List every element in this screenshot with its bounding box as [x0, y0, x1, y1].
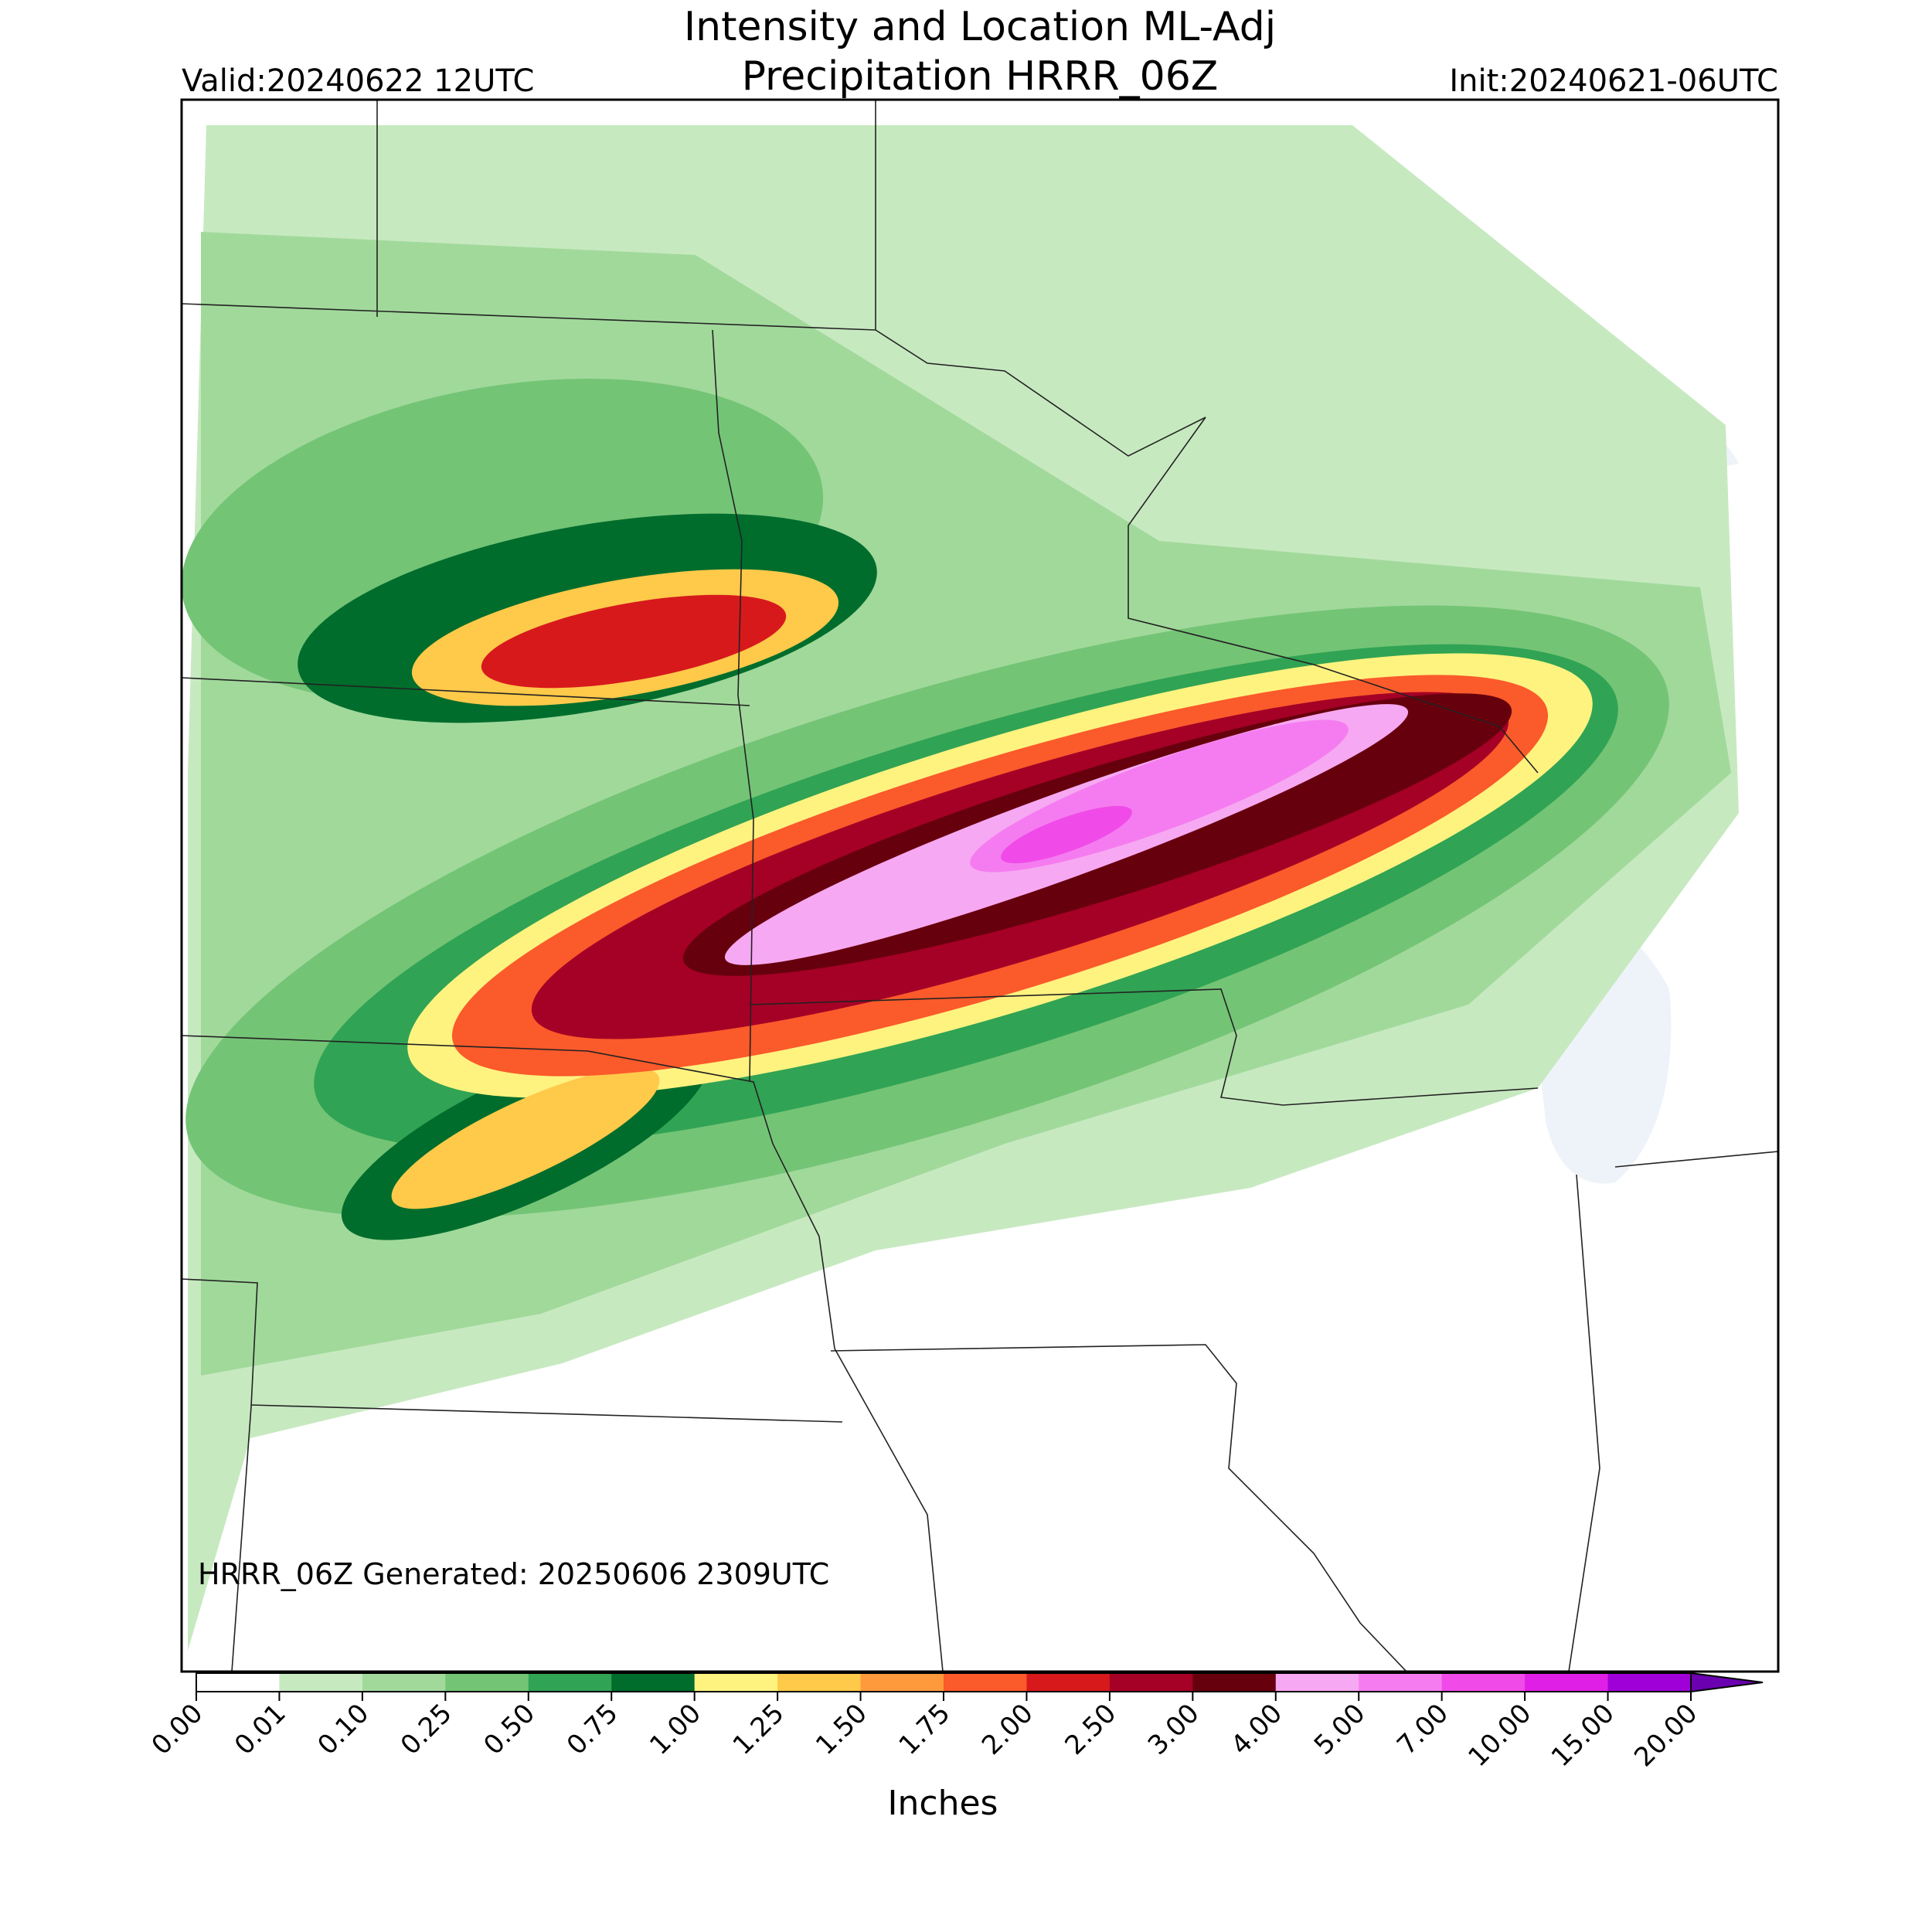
precip-area: [391, 1067, 660, 1209]
border: [749, 988, 1539, 1106]
colorbar-tick-label: 0.10: [311, 1698, 375, 1761]
colorbar-bin: [1275, 1673, 1359, 1692]
init-time: Init:20240621-06UTC: [1449, 63, 1778, 99]
colorbar-tick-label: 0.01: [229, 1698, 292, 1761]
colorbar-tick-label: 2.00: [976, 1698, 1039, 1761]
colorbar-bin: [1607, 1673, 1692, 1692]
colorbar-bin: [944, 1673, 1027, 1692]
footer-note: HRRR_06Z Generated: 20250606 2309UTC: [198, 1557, 829, 1591]
colorbar-label: Inches: [888, 1784, 998, 1823]
colorbar-bin: [1109, 1673, 1193, 1692]
colorbar-tick-label: 15.00: [1546, 1698, 1621, 1773]
border: [1614, 1151, 1778, 1168]
colorbar-extend: [1690, 1672, 1764, 1693]
colorbar: 0.00 0.01 0.10 0.25 0.50 0.75 1.00 1.25 1.50 1.75…: [146, 1672, 1764, 1773]
title: Intensity and Location ML-Adj: [684, 4, 1276, 50]
border: [376, 100, 876, 330]
border: [182, 1278, 258, 1672]
colorbar-tick-label: 3.00: [1142, 1698, 1206, 1761]
colorbar-bin: [1026, 1673, 1111, 1692]
colorbar-tick-label: 10.00: [1462, 1698, 1537, 1773]
border: [1568, 1174, 1600, 1672]
border: [182, 1035, 944, 1672]
colorbar-bin: [445, 1673, 529, 1692]
colorbar-tick-label: 0.25: [395, 1698, 458, 1761]
colorbar-bin: [196, 1673, 280, 1692]
colorbar-tick-label: 7.00: [1391, 1698, 1454, 1761]
colorbar-bin: [694, 1673, 778, 1692]
colorbar-bin: [611, 1673, 696, 1692]
map-frame: [180, 98, 1780, 1673]
colorbar-tick-label: 2.50: [1059, 1698, 1122, 1761]
colorbar-bin: [528, 1673, 612, 1692]
colorbar-bin: [1192, 1673, 1277, 1692]
border: [182, 303, 876, 331]
colorbar-bin: [1441, 1673, 1526, 1692]
colorbar-tick-label: 0.00: [146, 1698, 209, 1761]
colorbar-bin: [1359, 1673, 1443, 1692]
colorbar-tick-label: 1.00: [644, 1698, 707, 1761]
colorbar-bin: [860, 1673, 944, 1692]
colorbar-tick-label: 4.00: [1225, 1698, 1288, 1761]
title: Precipitation HRRR_06Z: [742, 53, 1219, 100]
precip-area: [481, 594, 787, 689]
border: [250, 1404, 843, 1423]
colorbar-bin: [777, 1673, 862, 1692]
colorbar-tick-label: 1.25: [727, 1698, 791, 1761]
colorbar-tick-label: 5.00: [1308, 1698, 1372, 1761]
colorbar-tick-label: 1.50: [810, 1698, 873, 1761]
precip-area: [1001, 805, 1132, 864]
border: [182, 677, 750, 706]
colorbar-bin: [362, 1673, 446, 1692]
border: [830, 1344, 1407, 1672]
colorbar-tick-label: 1.75: [893, 1698, 957, 1761]
border: [875, 329, 1539, 774]
map: HRRR_06Z Generated: 20250606 2309UTC: [180, 98, 1780, 1673]
colorbar-tick-label: 0.50: [478, 1698, 541, 1761]
colorbar-bin: [279, 1673, 363, 1692]
colorbar-tick-label: 20.00: [1628, 1698, 1703, 1773]
valid-time: Valid:20240622 12UTC: [182, 63, 534, 99]
colorbar-bin: [1525, 1673, 1609, 1692]
colorbar-tick-label: 0.75: [561, 1698, 624, 1761]
border: [712, 329, 754, 1083]
